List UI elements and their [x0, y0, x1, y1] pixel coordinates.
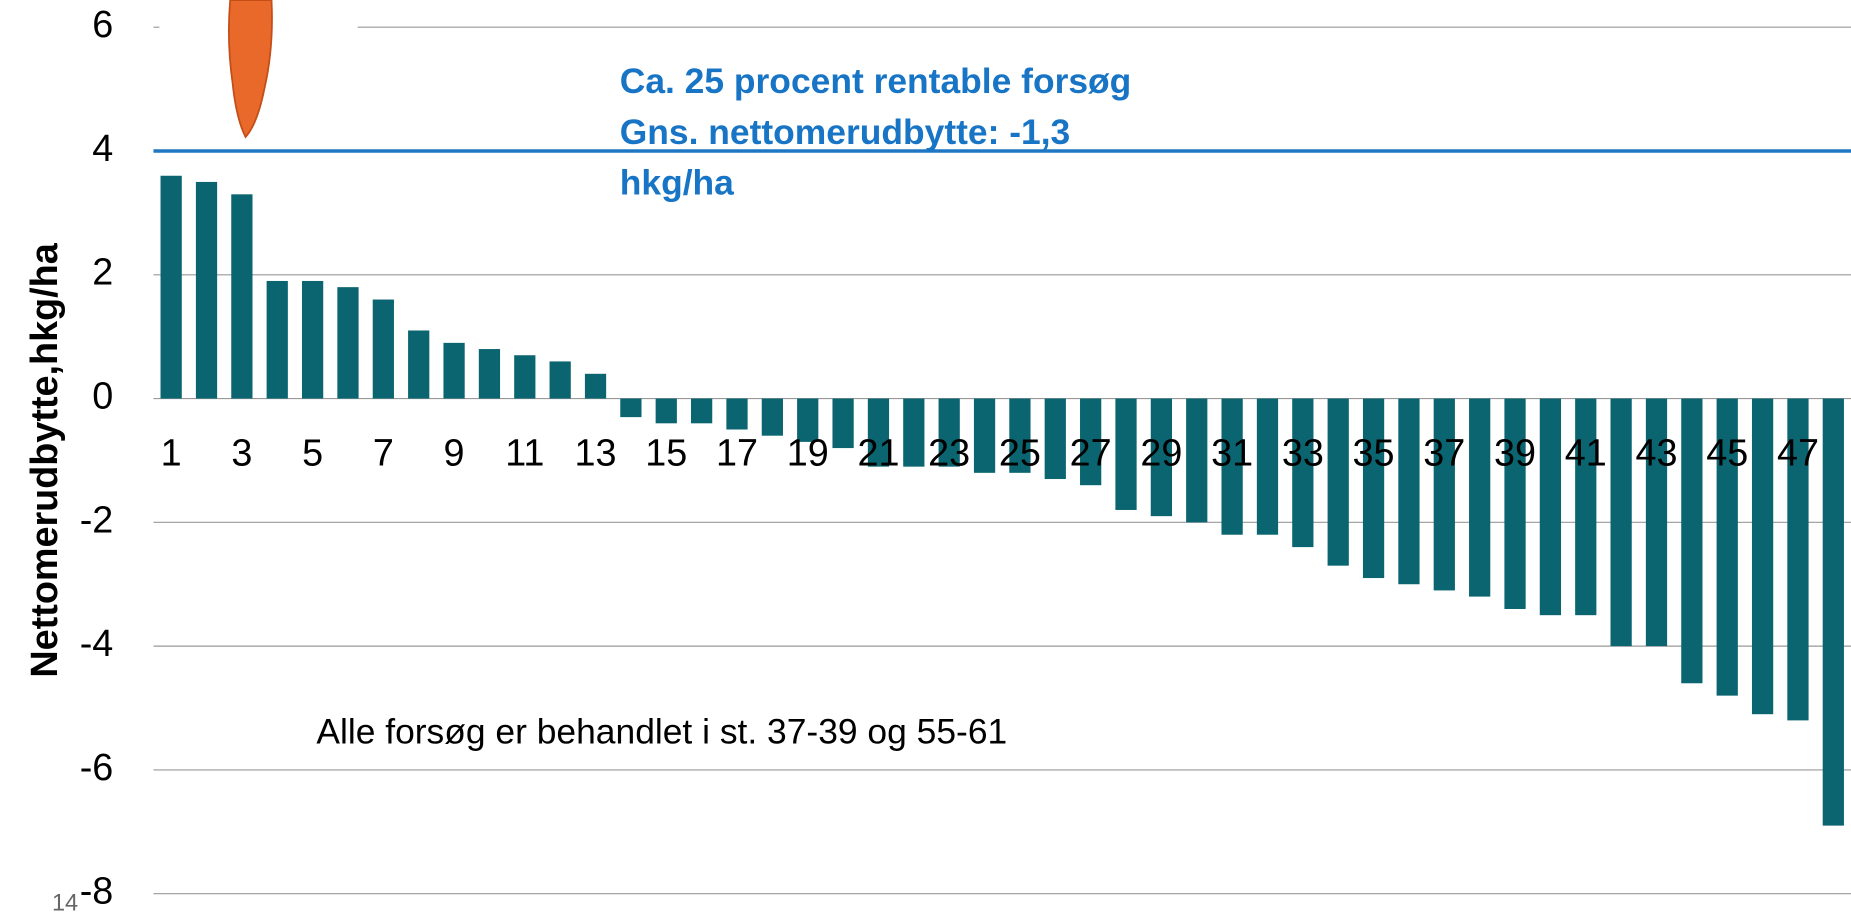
y-tick-label: 4: [92, 128, 113, 170]
x-tick-label: 7: [373, 433, 394, 475]
bar: [1434, 399, 1455, 591]
x-tick-label: 45: [1706, 433, 1748, 475]
bar: [479, 349, 500, 399]
bar: [1611, 399, 1632, 647]
chart: Nettomerudbytte,hkg/ha Ca. 25 procent re…: [0, 0, 1851, 915]
x-tick-label: 1: [161, 433, 182, 475]
x-tick-label: 5: [302, 433, 323, 475]
annotation: hkg/ha: [620, 163, 734, 203]
bar: [974, 399, 995, 473]
x-tick-label: 11: [505, 433, 544, 475]
bar: [903, 399, 924, 467]
bar: [1045, 399, 1066, 479]
x-tick-label: 23: [928, 433, 970, 475]
bar: [514, 355, 535, 398]
bar: [1540, 399, 1561, 616]
bar: [161, 176, 182, 399]
bar: [656, 399, 677, 424]
x-tick-label: 19: [787, 433, 829, 475]
bar: [267, 281, 288, 399]
annotation: Ca. 25 procent rentable forsøg: [620, 61, 1132, 101]
x-tick-label: 35: [1353, 433, 1395, 475]
x-tick-label: 13: [575, 433, 617, 475]
bar: [1823, 399, 1844, 826]
x-tick-label: 15: [645, 433, 687, 475]
bar: [1469, 399, 1490, 597]
bar: [408, 330, 429, 398]
bar: [1257, 399, 1278, 535]
x-tick-label: 3: [231, 433, 252, 475]
x-tick-label: 25: [999, 433, 1041, 475]
bar: [1115, 399, 1136, 510]
x-tick-label: 17: [716, 433, 758, 475]
bar: [1575, 399, 1596, 616]
y-tick-label: 0: [92, 376, 113, 418]
bar: [832, 399, 853, 449]
bar: [726, 399, 747, 430]
x-tick-label: 33: [1282, 433, 1324, 475]
bar: [231, 194, 252, 398]
bar: [550, 361, 571, 398]
page-number: 14: [52, 891, 78, 915]
y-tick-label: 2: [92, 252, 113, 294]
y-tick-label: -8: [80, 871, 114, 913]
bar: [1504, 399, 1525, 609]
carrot-image: [159, 0, 357, 165]
x-tick-label: 39: [1494, 433, 1536, 475]
y-axis-label: Nettomerudbytte,hkg/ha: [24, 242, 66, 677]
bar: [196, 182, 217, 399]
x-tick-label: 9: [444, 433, 465, 475]
note: Alle forsøg er behandlet i st. 37-39 og …: [316, 712, 1007, 752]
bar: [373, 300, 394, 399]
bar: [1328, 399, 1349, 566]
x-tick-label: 47: [1777, 433, 1819, 475]
y-tick-label: -4: [80, 623, 114, 665]
x-tick-label: 29: [1140, 433, 1182, 475]
bar: [1398, 399, 1419, 585]
bar: [443, 343, 464, 399]
bar: [585, 374, 606, 399]
y-tick-label: -2: [80, 499, 114, 541]
bar: [691, 399, 712, 424]
x-tick-label: 21: [857, 433, 899, 475]
bar: [762, 399, 783, 436]
bar: [1752, 399, 1773, 715]
annotation: Gns. nettomerudbytte: -1,3: [620, 112, 1070, 152]
bar: [1186, 399, 1207, 523]
bar: [302, 281, 323, 399]
x-tick-label: 37: [1423, 433, 1465, 475]
x-tick-label: 27: [1070, 433, 1112, 475]
x-tick-label: 43: [1635, 433, 1677, 475]
bar: [1363, 399, 1384, 578]
bar: [620, 399, 641, 418]
x-tick-label: 31: [1211, 433, 1253, 475]
y-tick-label: 6: [92, 4, 113, 46]
y-tick-label: -6: [80, 747, 114, 789]
bar: [1681, 399, 1702, 684]
x-tick-label: 41: [1565, 433, 1607, 475]
bar: [337, 287, 358, 398]
